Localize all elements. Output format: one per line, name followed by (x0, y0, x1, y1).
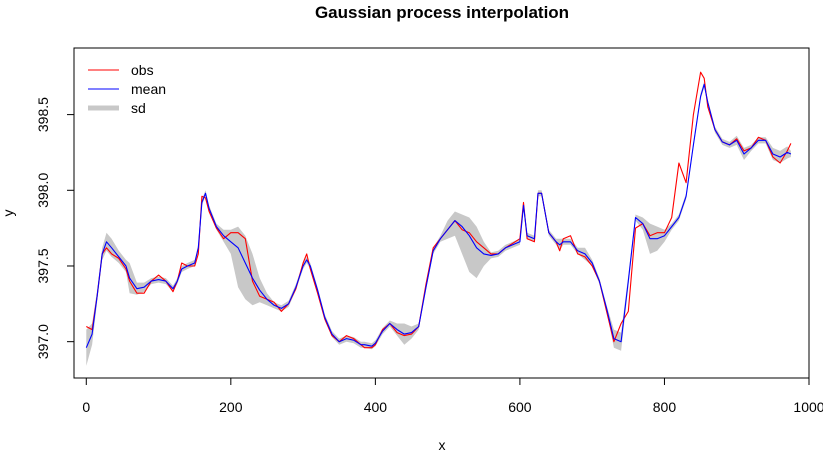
legend-label-mean: mean (131, 81, 166, 97)
y-tick-label: 398.0 (35, 173, 51, 208)
y-tick-label: 397.0 (35, 324, 51, 359)
legend-label-obs: obs (131, 62, 154, 78)
series-layer (85, 71, 792, 349)
chart-title: Gaussian process interpolation (315, 3, 569, 22)
x-axis: 0 200 400 600 800 1000 (82, 377, 823, 415)
x-tick-label: 600 (508, 399, 532, 415)
legend-label-sd: sd (131, 100, 146, 116)
y-tick-label: 398.5 (35, 97, 51, 132)
x-tick-label: 0 (82, 399, 90, 415)
sd-band (86, 81, 791, 366)
legend: obs mean sd (88, 62, 166, 116)
sd-band-layer (86, 81, 791, 366)
x-tick-label: 400 (364, 399, 388, 415)
x-tick-label: 800 (653, 399, 677, 415)
x-tick-label: 200 (219, 399, 243, 415)
y-axis: 397.0 397.5 398.0 398.5 (35, 97, 75, 359)
y-axis-label: y (0, 210, 16, 217)
x-axis-label: x (439, 437, 446, 453)
x-tick-label: 1000 (793, 399, 823, 415)
series-line-mean (85, 83, 792, 348)
series-line-obs (86, 71, 792, 349)
y-tick-label: 397.5 (35, 248, 51, 283)
